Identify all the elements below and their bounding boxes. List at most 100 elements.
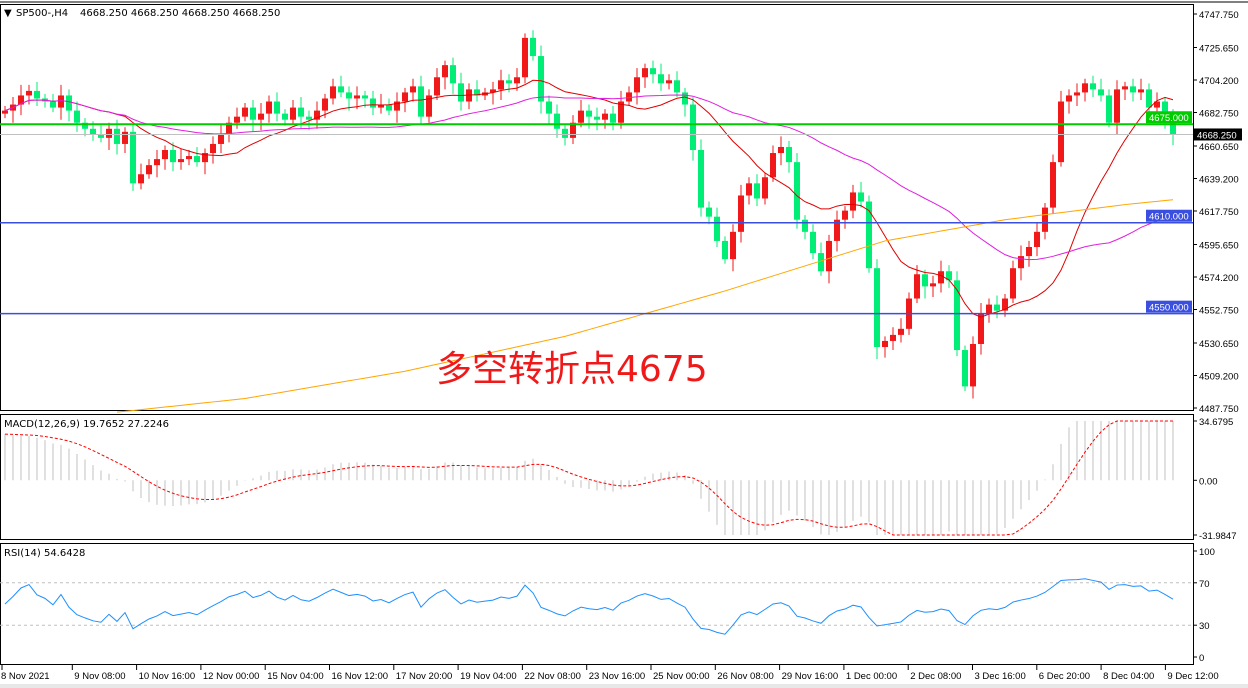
candle xyxy=(258,103,264,131)
current-price-tag xyxy=(1194,128,1242,141)
candle-body xyxy=(594,116,600,120)
candle-body xyxy=(378,104,384,108)
candle xyxy=(682,87,688,117)
time-tick-label: 15 Nov 04:00 xyxy=(267,671,324,682)
candle xyxy=(1050,154,1056,214)
candle-body xyxy=(578,110,584,123)
candle xyxy=(778,136,784,166)
rsi-tick-label: 30 xyxy=(1199,621,1210,632)
candle xyxy=(898,318,904,343)
candle xyxy=(1154,92,1160,113)
level-price-label: 4675.000 xyxy=(1149,113,1189,124)
time-tick-label: 8 Dec 04:00 xyxy=(1103,671,1154,682)
candle xyxy=(242,103,248,122)
candle-body xyxy=(354,95,360,99)
candle-body xyxy=(298,107,304,117)
candle-body xyxy=(1090,83,1096,90)
candle xyxy=(1090,75,1096,97)
candle xyxy=(674,71,680,97)
candle xyxy=(930,275,936,297)
candle-body xyxy=(194,156,200,163)
rsi-tick-label: 70 xyxy=(1199,579,1210,590)
rsi-title: RSI(14) 54.6428 xyxy=(4,548,85,559)
candle xyxy=(794,153,800,229)
candle-body xyxy=(218,134,224,144)
time-tick-label: 26 Nov 08:00 xyxy=(717,671,774,682)
candle-body xyxy=(34,90,40,99)
macd-tick-label: 0.00 xyxy=(1199,476,1218,487)
candle-body xyxy=(850,192,856,211)
candle-body xyxy=(690,104,696,151)
candle-body xyxy=(642,68,648,78)
candle-body xyxy=(426,95,432,117)
dropdown-triangle-icon[interactable]: ▼ xyxy=(4,8,12,19)
candle xyxy=(58,84,64,120)
price-tick-label: 4552.750 xyxy=(1199,306,1239,317)
candle-body xyxy=(122,131,128,144)
candle-body xyxy=(938,271,944,284)
candle xyxy=(162,145,168,170)
candle xyxy=(698,139,704,217)
candle-body xyxy=(826,240,832,272)
candle xyxy=(642,63,648,88)
candle-body xyxy=(1162,101,1168,117)
macd-tick-label: 34.6795 xyxy=(1199,417,1233,428)
candle xyxy=(114,119,120,155)
candle-body xyxy=(514,77,520,84)
candle xyxy=(514,68,520,91)
time-tick-label: 6 Dec 20:00 xyxy=(1039,671,1090,682)
candle xyxy=(2,106,8,119)
candle xyxy=(730,224,736,272)
candle xyxy=(850,184,856,219)
candle xyxy=(866,195,872,273)
current-price-label: 4668.250 xyxy=(1197,130,1237,141)
candle-body xyxy=(2,110,8,114)
candle-body xyxy=(1098,89,1104,96)
candle xyxy=(1066,89,1072,114)
price-tick-label: 4725.650 xyxy=(1199,43,1239,54)
rsi-panel-frame xyxy=(0,543,1194,665)
candle xyxy=(202,148,208,175)
candle xyxy=(546,95,552,125)
candle-body xyxy=(18,95,24,105)
candle-body xyxy=(834,219,840,241)
price-axis[interactable]: 4747.750 4725.650 4704.200 4682.750 4660.650… xyxy=(1193,10,1242,415)
candle xyxy=(146,159,152,179)
time-tick-label: 23 Nov 16:00 xyxy=(589,671,646,682)
candle-body xyxy=(370,98,376,108)
candle-body xyxy=(290,107,296,120)
candle-body xyxy=(602,113,608,120)
time-tick-label: 25 Nov 00:00 xyxy=(653,671,710,682)
candle-body xyxy=(282,113,288,120)
level-price-label: 4550.000 xyxy=(1149,303,1189,314)
candle xyxy=(754,174,760,207)
candle-body xyxy=(1170,116,1176,135)
candle xyxy=(330,78,336,105)
candle-body xyxy=(226,122,232,135)
candle-body xyxy=(570,122,576,138)
candle xyxy=(618,90,624,129)
level-price-tag xyxy=(1146,300,1192,313)
candle xyxy=(890,327,896,351)
candle-body xyxy=(730,231,736,260)
candle xyxy=(1010,260,1016,304)
candle xyxy=(98,124,104,143)
macd-signal-line xyxy=(4,420,1173,536)
candle-body xyxy=(386,104,392,111)
candle-body xyxy=(74,110,80,123)
candle-body xyxy=(98,134,104,138)
candle xyxy=(874,259,880,360)
candle-body xyxy=(306,116,312,120)
candle-body xyxy=(1010,268,1016,299)
macd-layer: 34.6795 0.00 -31.9847 xyxy=(4,417,1237,542)
candle xyxy=(26,84,32,105)
candle xyxy=(474,80,480,102)
candle xyxy=(410,78,416,102)
time-axis[interactable]: 8 Nov 2021 9 Nov 08:00 10 Nov 16:00 12 Nov … xyxy=(0,665,1248,688)
candle-body xyxy=(314,110,320,120)
time-tick-label: 1 Dec 00:00 xyxy=(846,671,897,682)
candle xyxy=(450,57,456,94)
rsi-tick-label: 0 xyxy=(1199,653,1204,664)
candle xyxy=(194,146,200,167)
